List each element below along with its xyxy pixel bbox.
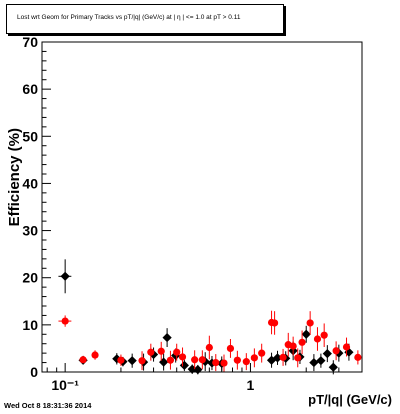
data-point-red — [178, 353, 187, 361]
data-point-black — [344, 347, 354, 357]
data-point-red — [306, 319, 314, 327]
data-point-red — [157, 347, 165, 355]
y-tick-label: 70 — [22, 34, 38, 50]
data-point-red — [332, 347, 340, 355]
data-point-black — [334, 348, 344, 358]
x-tick-label: 10⁻¹ — [51, 377, 79, 393]
data-point-red — [289, 342, 297, 350]
data-point-red — [166, 356, 175, 364]
y-tick-label: 50 — [22, 128, 38, 144]
data-point-red — [91, 351, 99, 359]
data-point-red — [198, 356, 206, 364]
data-point-black — [60, 271, 70, 281]
data-point-red — [270, 319, 279, 327]
data-point-red — [313, 335, 322, 343]
y-tick-label: 60 — [22, 81, 38, 97]
data-point-black — [309, 357, 319, 368]
data-point-red — [258, 349, 266, 357]
data-point-red — [205, 343, 213, 352]
data-point-red — [191, 356, 199, 364]
chart-title: Lost wrt Geom for Primary Tracks vs pT/|… — [17, 14, 241, 21]
data-point-red — [242, 358, 250, 366]
data-point-red — [61, 317, 69, 325]
chart-marks — [58, 259, 362, 375]
x-axis-label: pT/|q| (GeV/c) — [308, 392, 392, 407]
timestamp: Wed Oct 8 18:31:36 2014 — [4, 401, 92, 410]
data-point-black — [112, 354, 122, 364]
y-tick-label: 20 — [22, 270, 38, 286]
x-tick-label: 1 — [247, 377, 255, 393]
data-point-red — [342, 343, 351, 351]
data-point-red — [250, 354, 258, 362]
y-axis-label: Efficiency (%) — [6, 128, 23, 226]
y-tick-label: 40 — [22, 175, 38, 191]
data-point-red — [147, 348, 155, 356]
data-point-red — [298, 338, 306, 346]
data-point-black — [127, 356, 137, 366]
plot-frame — [41, 41, 363, 373]
data-point-black — [301, 329, 311, 339]
data-point-red — [320, 331, 328, 339]
data-point-black — [316, 356, 326, 366]
data-point-red — [117, 356, 125, 364]
data-point-red — [79, 356, 87, 364]
chart-title-box: Lost wrt Geom for Primary Tracks vs pT/|… — [6, 4, 284, 34]
y-tick-label: 0 — [30, 364, 38, 380]
data-point-red — [220, 359, 228, 367]
data-point-red — [173, 348, 181, 356]
data-point-black — [328, 362, 338, 372]
data-point-red — [138, 357, 146, 365]
data-point-red — [294, 354, 302, 362]
data-point-red — [279, 353, 287, 361]
axes: 0 10 20 30 40 50 60 70 10⁻¹ 1 — [22, 34, 363, 393]
data-point-black — [159, 357, 169, 367]
data-point-red — [233, 356, 241, 364]
data-point-red — [226, 344, 235, 353]
y-tick-label: 30 — [22, 223, 38, 239]
data-point-black — [179, 360, 189, 370]
data-point-black — [272, 353, 283, 363]
data-point-black — [193, 365, 203, 375]
y-tick-label: 10 — [22, 317, 38, 333]
data-point-red — [354, 353, 362, 361]
data-point-black — [322, 349, 332, 359]
data-point-red — [212, 358, 220, 367]
data-point-black — [162, 332, 172, 343]
